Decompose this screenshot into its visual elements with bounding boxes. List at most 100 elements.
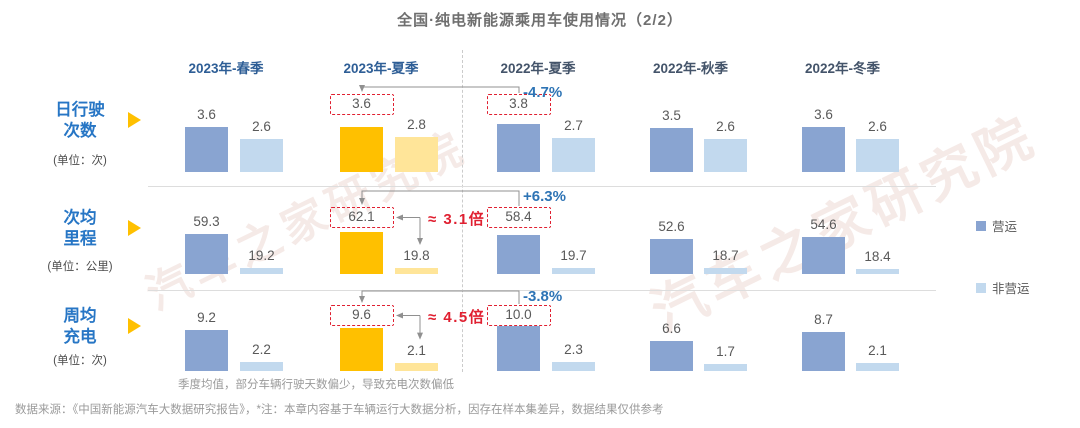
bar-operating xyxy=(185,329,228,371)
value-label: 18.7 xyxy=(712,248,739,264)
bar-operating xyxy=(185,234,228,274)
chart-note: 季度均值，部分车辆行驶天数偏少，导致充电次数偏低 xyxy=(178,379,454,391)
value-label: 2.6 xyxy=(716,119,735,135)
arrow-icon xyxy=(128,220,141,236)
value-label: 2.7 xyxy=(564,118,583,133)
row-metric-label: 周均 充电 xyxy=(63,307,97,346)
value-label: 2.8 xyxy=(407,116,426,132)
value-label: 2.6 xyxy=(868,119,887,135)
bar-operating xyxy=(185,126,228,172)
value-label: 2.1 xyxy=(407,342,426,358)
value-label: 19.2 xyxy=(248,248,275,264)
bracket-connector xyxy=(359,85,520,93)
bar-non-operating xyxy=(240,362,283,371)
bar-operating xyxy=(340,327,383,371)
comparison-label: -4.7% xyxy=(523,84,563,101)
highlight-box xyxy=(486,94,551,115)
legend-label-non-operating: 非营运 xyxy=(992,282,1030,296)
bar-non-operating xyxy=(704,268,747,274)
value-label: 3.6 xyxy=(814,106,833,122)
highlight-box xyxy=(486,305,551,326)
legend-swatch-operating xyxy=(976,220,986,231)
value-label: 58.4 xyxy=(505,209,532,224)
legend-label-operating: 营运 xyxy=(992,220,1018,234)
highlight-box xyxy=(329,305,394,326)
value-label: 9.2 xyxy=(197,309,216,325)
legend-item-non-operating: 非营运 xyxy=(976,278,1030,297)
ratio-label: ≈ 4.5倍 xyxy=(428,309,486,326)
row-metric-label: 次均 里程 xyxy=(63,209,97,248)
bar-non-operating xyxy=(856,268,899,274)
value-label: 52.6 xyxy=(658,218,685,234)
column-header: 2022年-夏季 xyxy=(500,61,576,76)
highlight-box xyxy=(329,94,394,115)
value-label: 9.6 xyxy=(352,307,371,322)
bar-operating xyxy=(802,331,845,371)
row-unit-label: (单位：次) xyxy=(53,155,107,167)
value-label: 8.7 xyxy=(814,311,833,327)
bar-non-operating xyxy=(395,136,438,172)
row-unit-label: (单位：次) xyxy=(53,355,107,367)
bar-non-operating xyxy=(704,139,747,172)
value-label: 18.4 xyxy=(864,248,891,264)
value-label: 2.1 xyxy=(868,342,887,358)
value-label: 2.3 xyxy=(564,341,583,357)
bar-operating xyxy=(802,237,845,274)
bar-non-operating xyxy=(395,268,438,274)
column-header: 2022年-秋季 xyxy=(652,61,729,76)
value-label: 3.6 xyxy=(197,106,216,122)
value-label: 2.2 xyxy=(252,342,271,358)
bar-operating xyxy=(340,126,383,172)
value-label: 19.7 xyxy=(560,248,587,264)
bar-operating xyxy=(497,234,540,274)
bar-operating xyxy=(340,232,383,274)
bar-operating xyxy=(497,124,540,172)
value-label: 6.6 xyxy=(662,321,681,337)
value-label: 3.8 xyxy=(509,96,528,111)
bar-non-operating xyxy=(240,139,283,172)
source-note: 数据来源：《中国新能源汽车大数据研究报告》，*注：本章内容基于车辆运行大数据分析… xyxy=(15,404,664,416)
ratio-label: ≈ 3.1倍 xyxy=(428,211,486,228)
bar-non-operating xyxy=(552,361,595,371)
bar-non-operating xyxy=(240,268,283,274)
value-label: 1.7 xyxy=(716,344,735,360)
bar-operating xyxy=(497,326,540,371)
bar-non-operating xyxy=(704,364,747,371)
column-header: 2022年-冬季 xyxy=(804,61,881,76)
row-unit-label: (单位：公里) xyxy=(47,261,113,273)
arrow-icon xyxy=(128,112,141,128)
value-label: 3.6 xyxy=(352,96,371,111)
legend-swatch-non-operating xyxy=(976,282,986,293)
bar-operating xyxy=(650,127,693,172)
value-label: 62.1 xyxy=(348,209,375,224)
page-title: 全国·纯电新能源乘用车使用情况（2/2） xyxy=(397,12,683,29)
arrow-icon xyxy=(128,318,141,334)
bar-operating xyxy=(650,341,693,371)
value-label: 59.3 xyxy=(193,214,220,230)
value-label: 19.8 xyxy=(403,248,430,264)
column-header: 2023年-夏季 xyxy=(343,61,419,76)
value-label: 2.6 xyxy=(252,119,271,135)
value-label: 54.6 xyxy=(810,217,837,233)
highlight-box xyxy=(486,207,551,228)
column-header: 2023年-春季 xyxy=(188,61,264,76)
row-separator xyxy=(148,186,936,187)
bar-operating xyxy=(650,238,693,274)
bar-non-operating xyxy=(856,362,899,371)
bar-non-operating xyxy=(395,362,438,371)
bar-non-operating xyxy=(856,139,899,172)
bar-non-operating xyxy=(552,138,595,172)
row-separator xyxy=(148,290,936,291)
value-label: 3.5 xyxy=(662,107,681,123)
bar-non-operating xyxy=(552,268,595,274)
legend-item-operating: 营运 xyxy=(976,216,1017,235)
highlight-box xyxy=(329,207,394,228)
comparison-label: -3.8% xyxy=(523,288,563,305)
value-label: 10.0 xyxy=(505,307,532,322)
bracket-connector xyxy=(359,290,520,304)
bracket-connector xyxy=(359,190,520,206)
bar-operating xyxy=(802,126,845,172)
year-divider-line xyxy=(462,50,463,372)
row-metric-label: 日行驶 次数 xyxy=(55,101,105,140)
